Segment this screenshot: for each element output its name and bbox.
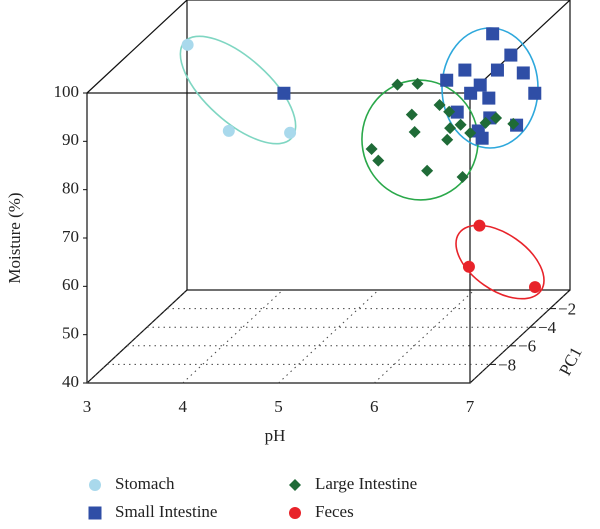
y-tick-label: 90 — [62, 130, 79, 149]
cluster-ellipse — [441, 27, 539, 149]
marker — [464, 127, 477, 140]
z-tick-label: −6 — [518, 337, 536, 356]
floor-grid-line — [86, 289, 188, 384]
marker — [181, 38, 194, 51]
legend-marker — [289, 479, 301, 491]
y-tick-label: 80 — [62, 179, 79, 198]
marker — [277, 86, 291, 100]
cluster-ellipses — [179, 27, 545, 300]
marker — [528, 86, 542, 100]
marker — [475, 131, 489, 145]
legend-marker — [89, 479, 101, 491]
z-tick-label: −8 — [498, 355, 516, 374]
marker — [482, 91, 496, 105]
marker — [405, 108, 418, 121]
marker — [479, 116, 492, 129]
marker — [443, 105, 456, 118]
x-tick-label: 4 — [179, 397, 188, 416]
x-axis-label: pH — [265, 426, 286, 445]
z-tick-label: −4 — [538, 318, 557, 337]
z-axis-label: PC1 — [555, 344, 586, 379]
plot-box — [86, 0, 571, 384]
marker — [421, 164, 434, 177]
y-tick-label: 100 — [54, 82, 80, 101]
y-axis-label: Moisture (%) — [5, 192, 24, 283]
cluster-ellipse — [455, 224, 545, 300]
floor-grid-line — [373, 289, 475, 384]
marker — [504, 48, 518, 62]
marker — [516, 66, 530, 80]
x-tick-label: 6 — [370, 397, 379, 416]
box-edge — [86, 0, 188, 94]
marker — [473, 219, 486, 232]
marker — [490, 63, 504, 77]
marker — [391, 78, 404, 91]
marker — [444, 122, 457, 135]
y-tick-label: 70 — [62, 227, 79, 246]
floor-grid-line — [278, 289, 379, 384]
marker — [458, 63, 472, 77]
marker — [408, 126, 421, 139]
legend-label: Small Intestine — [115, 502, 217, 521]
marker — [284, 126, 297, 139]
marker — [450, 105, 464, 119]
marker — [486, 27, 500, 41]
marker — [490, 112, 503, 125]
marker — [222, 124, 235, 137]
marker — [454, 118, 467, 131]
marker — [464, 86, 478, 100]
marker — [507, 117, 520, 130]
z-tick-label: −2 — [558, 300, 576, 319]
marker — [433, 98, 446, 111]
legend-label: Large Intestine — [315, 474, 417, 493]
back-face — [186, 0, 571, 291]
marker — [440, 73, 454, 87]
marker — [462, 260, 475, 273]
legend-label: Feces — [315, 502, 354, 521]
x-tick-label: 3 — [83, 397, 92, 416]
x-tick-label: 7 — [466, 397, 475, 416]
front-face — [86, 92, 471, 384]
y-tick-label: 40 — [62, 372, 79, 391]
legend-marker — [289, 507, 301, 519]
box-edge — [469, 0, 571, 94]
marker — [372, 154, 385, 167]
legend-marker — [88, 506, 102, 520]
marker — [441, 133, 454, 146]
legend-label: Stomach — [115, 474, 175, 493]
floor-grid-line — [182, 289, 284, 384]
y-tick-label: 50 — [62, 324, 79, 343]
marker — [411, 77, 424, 90]
marker — [365, 142, 378, 155]
marker — [456, 171, 469, 183]
y-tick-label: 60 — [62, 275, 79, 294]
floor-grid-line — [469, 289, 571, 384]
x-tick-label: 5 — [274, 397, 283, 416]
marker — [529, 281, 542, 294]
